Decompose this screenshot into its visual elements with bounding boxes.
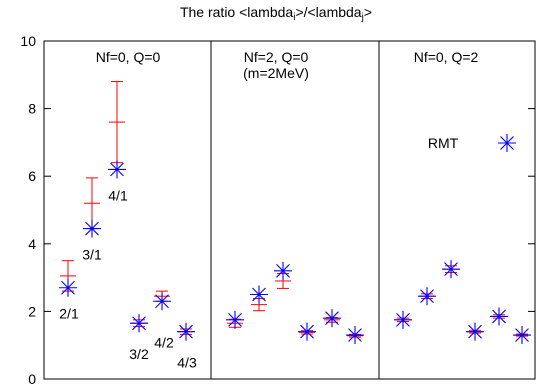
rmt-point-p1-4-1: [108, 160, 126, 179]
rmt-point-p3-4-1: [442, 260, 460, 279]
y-tick-label: 6: [28, 168, 36, 184]
rmt-point-p1-2-1: [59, 278, 77, 297]
ratio-label: 4/2: [154, 334, 174, 350]
rmt-point-p3-3-2: [466, 322, 484, 341]
rmt-point-p1-4-3: [177, 322, 195, 341]
legend-label-rmt: RMT: [428, 135, 459, 151]
ratio-label: 2/1: [59, 306, 79, 322]
legend-marker-rmt: [498, 134, 516, 152]
chart-title: The ratio <lambdai>/<lambdaj>: [180, 4, 372, 23]
rmt-point-p2-3-1: [250, 285, 268, 304]
ratio-label: 4/3: [177, 355, 197, 371]
ratio-labels: 2/1 3/1 4/1 3/2 4/24/3: [59, 187, 197, 370]
ratio-label: 3/1: [82, 247, 102, 263]
y-tick-label: 2: [28, 303, 36, 319]
y-tick-label: 8: [28, 101, 36, 117]
panel-2-label: Nf=2, Q=0: [244, 49, 309, 65]
rmt-point-p1-3-1: [83, 219, 101, 238]
rmt-point-p1-4-2: [153, 292, 171, 311]
rmt-point-p3-4-2: [490, 307, 508, 326]
panel-1-label: Nf=0, Q=0: [96, 49, 161, 65]
y-tick-label: 4: [28, 236, 36, 252]
rmt-point-p2-4-1: [274, 261, 292, 280]
plot-frame: [43, 40, 536, 380]
rmt-point-p2-4-3: [346, 326, 364, 345]
ratio-label: 3/2: [129, 346, 149, 362]
y-tick-label: 0: [28, 371, 36, 387]
rmt-point-p3-2-1: [394, 310, 412, 329]
y-axis: 0 2 4 6 8 10: [20, 33, 535, 387]
rmt-point-p3-4-3: [513, 326, 531, 345]
data-point-p1-4-1: [109, 81, 125, 164]
rmt-point-p2-3-2: [298, 322, 316, 341]
ratio-label: 4/1: [108, 187, 128, 203]
rmt-point-p1-3-2: [130, 314, 148, 333]
rmt-point-p2-4-2: [323, 309, 341, 328]
panel-3-label: Nf=0, Q=2: [414, 49, 479, 65]
legend-asterisk: [498, 134, 516, 152]
rmt-point-p2-2-1: [226, 310, 244, 329]
panel-2-sublabel: (m=2MeV): [243, 65, 309, 81]
rmt-point-p3-3-1: [418, 287, 436, 306]
y-tick-label: 10: [20, 33, 36, 49]
data-marks: [59, 81, 531, 345]
